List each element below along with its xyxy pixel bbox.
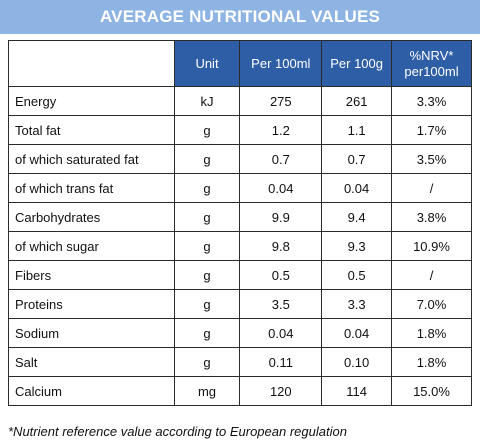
per-100ml-cell: 0.11 [239, 347, 323, 377]
table-row: Salt g 0.11 0.10 1.8% [8, 347, 472, 377]
header-nrv: %NRV* per100ml [391, 40, 472, 87]
nutrient-label: of which sugar [8, 231, 175, 261]
per-100g-cell: 3.3 [321, 289, 393, 319]
per-100ml-cell: 0.5 [239, 260, 323, 290]
nrv-cell: 7.0% [391, 289, 472, 319]
header-unit: Unit [173, 40, 241, 87]
nrv-cell: 15.0% [391, 376, 472, 406]
per-100ml-cell: 0.04 [239, 173, 323, 203]
per-100ml-cell: 120 [239, 376, 323, 406]
table-row: of which saturated fat g 0.7 0.7 3.5% [8, 144, 472, 174]
table-row: Sodium g 0.04 0.04 1.8% [8, 318, 472, 348]
nrv-cell: 10.9% [391, 231, 472, 261]
unit-cell: g [173, 115, 241, 145]
per-100g-cell: 261 [321, 86, 393, 116]
nrv-cell: 1.8% [391, 318, 472, 348]
unit-cell: g [173, 173, 241, 203]
page-title: AVERAGE NUTRITIONAL VALUES [0, 0, 480, 34]
unit-cell: g [173, 318, 241, 348]
unit-cell: g [173, 202, 241, 232]
nutrient-label: Energy [8, 86, 175, 116]
nutrient-label: Fibers [8, 260, 175, 290]
table-row: of which trans fat g 0.04 0.04/ [8, 173, 472, 203]
table-row: Total fat g 1.2 1.1 1.7% [8, 115, 472, 145]
per-100ml-cell: 275 [239, 86, 323, 116]
table-row: Carbohydrates g 9.9 9.4 3.8% [8, 202, 472, 232]
table-row: Energy kJ 275 261 3.3% [8, 86, 472, 116]
per-100ml-cell: 0.04 [239, 318, 323, 348]
per-100ml-cell: 9.9 [239, 202, 323, 232]
nutrient-label: of which saturated fat [8, 144, 175, 174]
nutrient-label: Salt [8, 347, 175, 377]
unit-cell: g [173, 289, 241, 319]
per-100g-cell: 0.10 [321, 347, 393, 377]
nrv-cell: 3.5% [391, 144, 472, 174]
per-100g-cell: 9.3 [321, 231, 393, 261]
per-100g-cell: 1.1 [321, 115, 393, 145]
nrv-cell: 1.8% [391, 347, 472, 377]
nutrient-label: Sodium [8, 318, 175, 348]
per-100g-cell: 0.5 [321, 260, 393, 290]
per-100g-cell: 9.4 [321, 202, 393, 232]
per-100g-cell: 114 [321, 376, 393, 406]
unit-cell: g [173, 347, 241, 377]
per-100ml-cell: 9.8 [239, 231, 323, 261]
nutrition-table: Unit Per 100ml Per 100g %NRV* per100ml En… [8, 40, 472, 406]
nrv-cell: / [391, 173, 472, 203]
per-100g-cell: 0.04 [321, 318, 393, 348]
table-body: Energy kJ 275 261 3.3% Total fat g 1.2 1.1 1.7% of… [8, 86, 472, 406]
nutrient-label: Total fat [8, 115, 175, 145]
table-header-row: Unit Per 100ml Per 100g %NRV* per100ml [8, 40, 472, 87]
header-blank [8, 40, 175, 87]
nrv-cell: 1.7% [391, 115, 472, 145]
header-per-100g: Per 100g [321, 40, 393, 87]
nrv-cell: 3.8% [391, 202, 472, 232]
nutrient-label: Proteins [8, 289, 175, 319]
header-nrv-line1: %NRV* [409, 47, 454, 63]
footnote: *Nutrient reference value according to E… [8, 424, 347, 439]
header-nrv-line2: per100ml [404, 63, 459, 79]
unit-cell: mg [173, 376, 241, 406]
nutrient-label: Carbohydrates [8, 202, 175, 232]
nutrient-label: of which trans fat [8, 173, 175, 203]
per-100ml-cell: 0.7 [239, 144, 323, 174]
per-100g-cell: 0.7 [321, 144, 393, 174]
table-row: Fibers g 0.5 0.5/ [8, 260, 472, 290]
table-row: of which sugar g 9.8 9.3 10.9% [8, 231, 472, 261]
nutrient-label: Calcium [8, 376, 175, 406]
nrv-cell: 3.3% [391, 86, 472, 116]
unit-cell: g [173, 260, 241, 290]
unit-cell: g [173, 144, 241, 174]
unit-cell: g [173, 231, 241, 261]
header-per-100ml: Per 100ml [239, 40, 323, 87]
nrv-cell: / [391, 260, 472, 290]
unit-cell: kJ [173, 86, 241, 116]
per-100ml-cell: 3.5 [239, 289, 323, 319]
per-100ml-cell: 1.2 [239, 115, 323, 145]
table-row: Proteins g 3.5 3.3 7.0% [8, 289, 472, 319]
table-row: Calcium mg 120 114 15.0% [8, 376, 472, 406]
per-100g-cell: 0.04 [321, 173, 393, 203]
